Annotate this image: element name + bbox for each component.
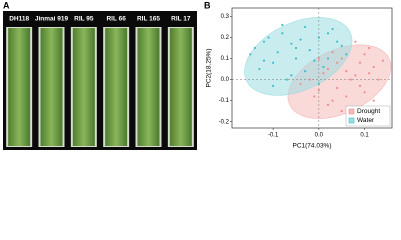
confidence-ellipse — [244, 17, 353, 96]
x-tick-label: 0.1 — [360, 133, 369, 139]
point — [368, 46, 371, 50]
legend-label: Water — [357, 117, 375, 124]
sample-label: RIL 17 — [171, 16, 191, 23]
point — [317, 89, 320, 92]
point — [262, 40, 266, 43]
plot-frame — [231, 7, 393, 129]
point — [276, 51, 279, 54]
y-tick-label: -0.1 — [219, 98, 230, 104]
y-tick-label: 0.3 — [221, 14, 230, 20]
point — [354, 74, 357, 77]
point — [326, 57, 330, 60]
panel-b: B -0.1 0.0 0.1 -0.2 -0.1 0.0 0.1 0.2 0.3 PC1(74.0… — [204, 0, 393, 150]
point — [345, 53, 348, 56]
panel-label: A — [3, 0, 10, 10]
point — [267, 36, 270, 39]
x-tick-label: 0.0 — [315, 133, 324, 139]
point — [317, 57, 320, 60]
point — [294, 46, 298, 50]
sample-label: RIL 95 — [74, 16, 94, 23]
point — [336, 61, 339, 64]
leaf — [169, 28, 192, 146]
sample-label: RIL 66 — [106, 16, 126, 23]
point — [354, 40, 357, 43]
y-tick-label: 0.1 — [221, 56, 230, 62]
legend-swatch — [348, 117, 355, 124]
point — [358, 84, 362, 87]
point — [372, 99, 375, 102]
point — [377, 78, 380, 81]
point — [349, 78, 352, 81]
point — [331, 99, 334, 102]
point — [281, 32, 284, 35]
sample-label: Jinmai 919 — [35, 16, 69, 23]
leaf — [40, 28, 63, 146]
point — [272, 61, 275, 64]
point — [272, 84, 275, 87]
point — [290, 74, 293, 77]
leaf — [8, 28, 31, 146]
point — [336, 86, 339, 90]
point — [372, 65, 375, 69]
point — [340, 57, 343, 60]
point — [281, 23, 284, 26]
point — [322, 72, 325, 75]
point — [253, 46, 256, 50]
panel-a: A DH118 Jinmai 919 RIL 95 RIL 66 RIL 165 RIL … — [3, 0, 197, 150]
legend-box — [345, 105, 391, 127]
point — [340, 44, 343, 47]
point — [258, 67, 261, 71]
point — [304, 25, 307, 29]
y-axis-label: PC2(18.25%) — [206, 48, 213, 87]
point — [322, 65, 325, 69]
point — [336, 40, 339, 43]
point — [290, 42, 293, 45]
point — [331, 51, 334, 54]
point — [326, 103, 330, 106]
point — [363, 53, 366, 56]
x-tick-label: -0.1 — [268, 133, 279, 139]
point — [317, 82, 320, 85]
point — [326, 67, 330, 71]
point — [313, 59, 316, 62]
point — [304, 70, 307, 73]
point — [358, 61, 362, 64]
legend-swatch — [348, 108, 355, 115]
legend-label: Drought — [357, 108, 380, 115]
point — [381, 59, 384, 62]
leaf — [137, 28, 160, 146]
x-axis-label: PC1(74.03%) — [292, 143, 331, 150]
y-tick-label: 0.0 — [221, 77, 230, 83]
point — [317, 36, 320, 39]
figure: A DH118 Jinmai 919 RIL 95 RIL 66 RIL 165 RIL … — [3, 0, 393, 150]
y-tick-label: -0.2 — [219, 119, 230, 125]
point — [285, 78, 288, 81]
leaf — [105, 28, 128, 146]
panel-label: B — [204, 0, 211, 10]
photo-background — [3, 11, 197, 150]
y-tick-label: 0.2 — [221, 35, 230, 41]
point — [308, 49, 311, 52]
point — [249, 53, 252, 56]
point — [299, 38, 302, 41]
point — [345, 95, 348, 98]
point — [326, 32, 330, 35]
point — [299, 82, 302, 85]
point — [331, 27, 334, 31]
point — [262, 59, 266, 62]
point — [340, 110, 343, 113]
sample-label: DH118 — [9, 16, 29, 23]
point — [294, 57, 298, 60]
point — [345, 70, 348, 73]
point — [313, 95, 316, 98]
point — [363, 91, 366, 94]
point — [368, 72, 371, 75]
leaf — [72, 28, 95, 146]
sample-label: RIL 165 — [137, 16, 160, 23]
point — [308, 78, 311, 81]
